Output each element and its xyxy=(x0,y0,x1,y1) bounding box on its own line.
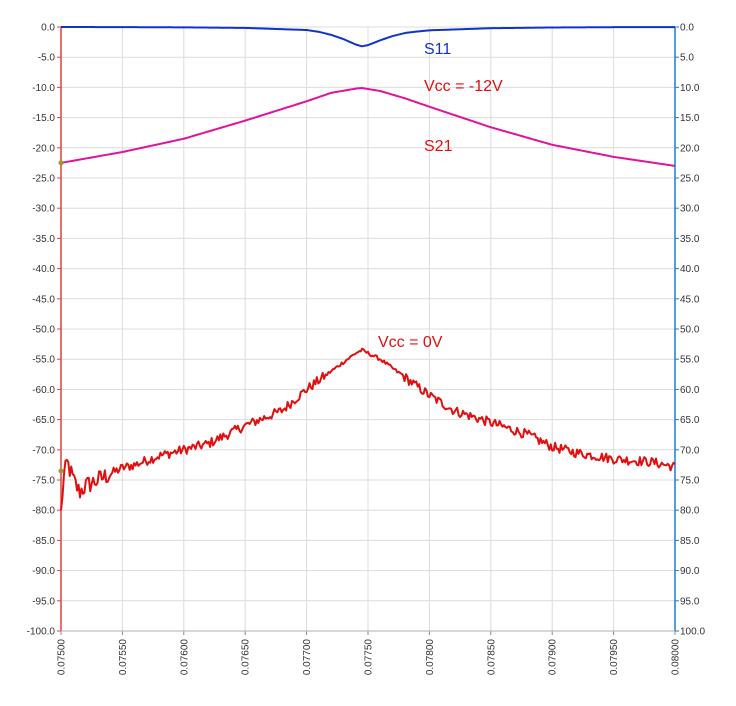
y2-tick-label: 50.0 xyxy=(680,325,700,336)
y2-tick-label: 5.0 xyxy=(680,53,694,64)
y-tick-label: -70.0 xyxy=(32,445,55,456)
x-tick-label: 0.07750 xyxy=(364,639,375,676)
y-tick-label: -30.0 xyxy=(32,204,55,215)
annotation-vcc-0v: Vcc = 0V xyxy=(378,334,443,351)
y2-tick-label: 60.0 xyxy=(680,385,700,396)
y2-tick-label: 15.0 xyxy=(680,113,700,124)
y-tick-label: -45.0 xyxy=(32,294,55,305)
x-tick-label: 0.07600 xyxy=(179,639,190,676)
y-tick-label: -10.0 xyxy=(32,83,55,94)
y2-tick-label: 35.0 xyxy=(680,234,700,245)
y2-tick-label: 85.0 xyxy=(680,536,700,547)
annotation-s21: S21 xyxy=(424,138,453,155)
series-marker xyxy=(58,468,64,474)
x-tick-label: 0.07900 xyxy=(548,639,559,676)
y-tick-label: -85.0 xyxy=(32,536,55,547)
y2-tick-label: 30.0 xyxy=(680,204,700,215)
y-tick-label: -80.0 xyxy=(32,506,55,517)
x-tick-label: 0.07850 xyxy=(486,639,497,676)
y-tick-label: -35.0 xyxy=(32,234,55,245)
y-tick-label: -90.0 xyxy=(32,566,55,577)
y-tick-label: -75.0 xyxy=(32,476,55,487)
y-tick-label: -50.0 xyxy=(32,325,55,336)
y2-tick-label: 20.0 xyxy=(680,143,700,154)
x-tick-label: 0.08000 xyxy=(671,639,682,676)
y2-tick-label: 80.0 xyxy=(680,506,700,517)
x-tick-label: 0.07500 xyxy=(57,639,68,676)
y-tick-label: -100.0 xyxy=(27,627,56,638)
annotation-s11: S11 xyxy=(424,41,451,58)
axes xyxy=(57,26,679,635)
y2-tick-label: 40.0 xyxy=(680,264,700,275)
y-tick-label: -25.0 xyxy=(32,174,55,185)
x-tick-label: 0.07650 xyxy=(241,639,252,676)
annotations: S11 Vcc = -12V S21 Vcc = 0V xyxy=(378,41,503,351)
y-tick-label: -55.0 xyxy=(32,355,55,366)
x-tick-label: 0.07550 xyxy=(118,639,129,676)
y-tick-label: -5.0 xyxy=(38,53,56,64)
y-tick-label: -15.0 xyxy=(32,113,55,124)
x-tick-label: 0.07800 xyxy=(425,639,436,676)
y-tick-label: -60.0 xyxy=(32,385,55,396)
y-tick-label: -20.0 xyxy=(32,143,55,154)
y2-tick-label: 10.0 xyxy=(680,83,700,94)
series-marker xyxy=(58,160,64,166)
y2-tick-label: 45.0 xyxy=(680,294,700,305)
annotation-vcc-minus-12v: Vcc = -12V xyxy=(424,78,503,95)
x-tick-label: 0.07950 xyxy=(609,639,620,676)
series-line-0 xyxy=(61,26,675,48)
series-line-1 xyxy=(60,87,676,167)
grid xyxy=(60,26,676,632)
y-tick-label: -40.0 xyxy=(32,264,55,275)
y2-tick-label: 25.0 xyxy=(680,174,700,185)
y2-tick-label: 90.0 xyxy=(680,566,700,577)
series-line-2 xyxy=(60,347,676,511)
y2-tick-label: 55.0 xyxy=(680,355,700,366)
y2-tick-label: 75.0 xyxy=(680,476,700,487)
y2-tick-label: 0.0 xyxy=(680,23,694,34)
series-group xyxy=(58,26,676,511)
y-tick-label: -95.0 xyxy=(32,596,55,607)
y2-tick-label: 95.0 xyxy=(680,596,700,607)
y-tick-label: 0.0 xyxy=(41,23,55,34)
y-tick-label: -65.0 xyxy=(32,415,55,426)
y2-tick-label: 100.0 xyxy=(680,627,705,638)
y2-tick-label: 70.0 xyxy=(680,445,700,456)
y2-tick-label: 65.0 xyxy=(680,415,700,426)
x-tick-label: 0.07700 xyxy=(302,639,313,676)
tick-labels: 0.0 0.0 -5.0 5.0 -10.0 10.0 -15.0 15.0 -20.0 20.0… xyxy=(27,23,706,676)
